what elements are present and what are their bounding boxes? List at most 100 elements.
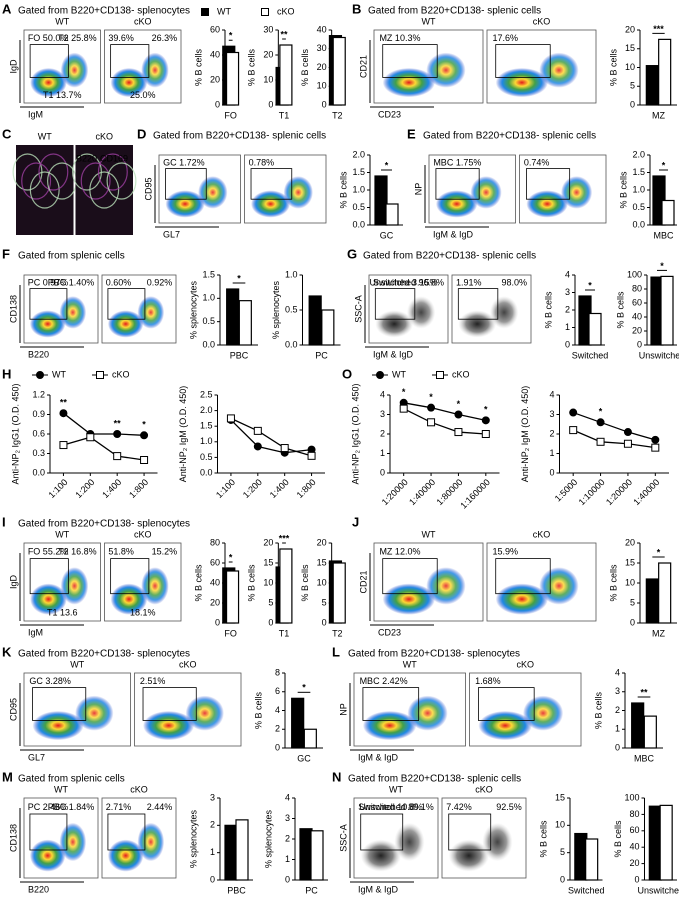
y-tick-label: 40 xyxy=(210,577,220,587)
bar xyxy=(308,295,322,346)
category-label: Unswitched xyxy=(639,350,679,360)
group-label: WT xyxy=(38,131,52,141)
y-tick-label: 100 xyxy=(624,792,639,802)
density xyxy=(360,839,402,872)
marker xyxy=(59,409,68,418)
y-tick-label: 0.5 xyxy=(632,202,645,212)
panel-title: Gated from B220+CD138- splenocytes xyxy=(18,649,190,660)
y-tick-label: 0.9 xyxy=(32,409,45,419)
panel-title: Gated from B220+CD138- splenic cells xyxy=(153,131,326,142)
panel-title: Gated from B220+CD138- splenic cells xyxy=(363,251,536,262)
gate-label: GC 1.72% xyxy=(163,158,205,168)
x-tick-label: 1:200 xyxy=(73,477,96,500)
panel-letter: I xyxy=(2,514,6,529)
y-axis-label: % B cells xyxy=(193,564,203,602)
marker xyxy=(140,431,149,440)
y-tick-label: 3 xyxy=(549,409,554,419)
significance: * xyxy=(142,420,146,430)
y-tick-label: 60 xyxy=(632,297,642,307)
significance: * xyxy=(484,405,488,415)
y-axis-label: % splenocytes xyxy=(188,809,198,868)
gate-label: 0.78% xyxy=(249,158,275,168)
y-tick-label: 5 xyxy=(560,847,565,857)
y-axis-label: % B cells xyxy=(543,291,553,329)
y-axis-label: SSC-A xyxy=(353,295,363,323)
group-label: WT xyxy=(70,659,84,669)
density xyxy=(59,822,87,862)
bar xyxy=(332,36,346,106)
bar xyxy=(658,38,672,106)
y-tick-label: 1 xyxy=(210,847,215,857)
gate-label: 1.68% xyxy=(475,676,501,686)
group-label: WT xyxy=(422,16,436,26)
significance: * xyxy=(229,552,233,562)
gate xyxy=(362,687,420,721)
gate-label: 0.60% xyxy=(106,278,132,288)
panel-title: Gated from B220+CD138- splenic cells xyxy=(423,131,596,142)
y-tick-label: 0.0 xyxy=(285,339,298,349)
y-tick-label: 3 xyxy=(380,409,385,419)
series-line xyxy=(403,402,486,421)
legend-label: cKO xyxy=(452,369,470,379)
gate xyxy=(495,558,551,595)
panel-title: Gated from B220+CD138- splenocytes xyxy=(348,649,520,660)
series-line xyxy=(230,417,312,457)
bar xyxy=(645,578,659,624)
x-axis-label: IgM & IgD xyxy=(433,229,474,239)
y-tick-label: 20 xyxy=(210,597,220,607)
tissue xyxy=(80,162,111,200)
bar xyxy=(299,828,313,881)
y-tick-label: 0.0 xyxy=(32,467,45,477)
y-tick-label: 2.0 xyxy=(632,149,645,159)
significance: * xyxy=(657,547,661,557)
density xyxy=(60,52,89,88)
y-axis-label: % B cells xyxy=(247,48,257,86)
significance: * xyxy=(302,683,306,693)
marker xyxy=(226,414,235,423)
marker xyxy=(569,426,578,435)
bar xyxy=(226,288,240,346)
gate-label: 15.9% xyxy=(492,547,518,557)
category-label: PC xyxy=(315,350,328,360)
x-axis-label: IgM & IgD xyxy=(358,752,399,762)
category-label: GC xyxy=(297,753,311,763)
gate-label: MBC 1.75% xyxy=(433,158,481,168)
bar xyxy=(631,702,645,749)
y-axis-label: CD95 xyxy=(143,177,153,200)
gate-label: 98.0% xyxy=(502,278,528,288)
gate xyxy=(526,168,571,200)
y-tick-label: 60 xyxy=(210,557,220,567)
density xyxy=(165,190,205,218)
bar xyxy=(303,728,317,749)
category-label: T1 xyxy=(279,110,290,120)
category-label: MBC xyxy=(634,753,655,763)
panel-letter: H xyxy=(2,366,11,381)
category-label: GC xyxy=(380,230,394,240)
y-tick-label: 0.5 xyxy=(200,452,213,462)
bar xyxy=(374,175,388,226)
y-axis-label: % B cells xyxy=(300,48,310,86)
group-label: cKO xyxy=(134,16,152,26)
x-tick-label: 1:100 xyxy=(47,477,70,500)
y-axis-label: CD138 xyxy=(8,295,18,323)
group-label: WT xyxy=(422,529,436,539)
group-label: cKO xyxy=(179,659,197,669)
gate xyxy=(457,288,499,320)
y-axis-label: CD21 xyxy=(358,570,368,593)
y-tick-label: 20 xyxy=(317,537,327,547)
y-tick-label: 0 xyxy=(215,99,220,109)
legend-label: cKO xyxy=(277,6,295,16)
group-label: WT xyxy=(55,16,69,26)
y-tick-label: 0 xyxy=(630,99,635,109)
series-line xyxy=(63,412,145,436)
gate xyxy=(495,44,551,78)
legend-marker xyxy=(261,8,269,16)
bar xyxy=(279,548,293,624)
y-axis-label: NP xyxy=(413,183,423,196)
y-tick-label: 3 xyxy=(565,287,570,297)
gate-label: FO 50.0% xyxy=(28,33,69,43)
significance: * xyxy=(662,160,666,170)
marker xyxy=(59,441,68,450)
y-tick-label: 2 xyxy=(285,833,290,843)
density xyxy=(448,839,490,872)
